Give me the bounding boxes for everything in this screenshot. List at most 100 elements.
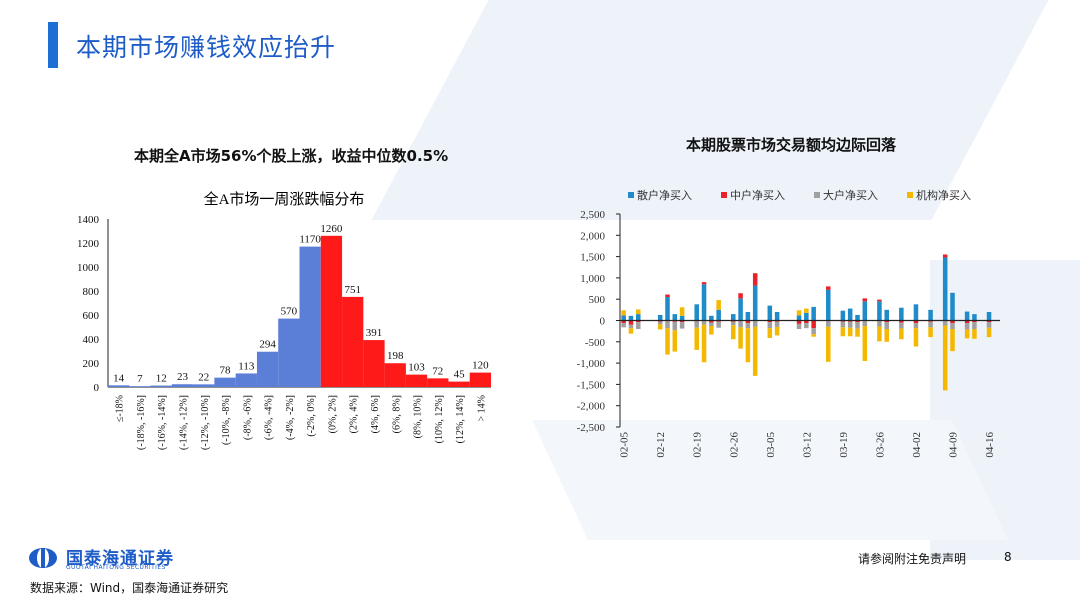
bar-segment [709, 326, 714, 335]
bar-segment [899, 307, 904, 321]
bar-segment [665, 328, 670, 355]
data-label: 113 [238, 360, 255, 372]
bar-segment [621, 315, 626, 321]
bar-segment [774, 326, 780, 336]
chart-title: 全A市场一周涨跌幅分布 [204, 190, 365, 208]
right-chart-heading: 本期股票市场交易额均边际回落 [686, 136, 897, 154]
bar-segment [928, 309, 933, 321]
bar-segment [913, 323, 919, 329]
bar-segment [679, 322, 685, 329]
bar-segment [767, 305, 773, 321]
bar-segment [628, 315, 634, 321]
legend-swatch [628, 192, 634, 198]
logo-text: 国泰海通证券 [66, 549, 174, 569]
data-label: 14 [113, 372, 125, 384]
bar-segment [950, 292, 955, 321]
bar-segment [840, 310, 846, 321]
bar-segment [884, 322, 889, 330]
x-tick-label: (10%, 12%] [434, 395, 445, 443]
x-tick-label: > 14% [476, 395, 487, 421]
y-tick-label: 500 [589, 294, 606, 306]
bar [342, 296, 364, 387]
x-tick-label: 03-26 [874, 432, 886, 458]
bar-segment [701, 324, 707, 363]
bar-segment [657, 324, 663, 330]
bar-segment [877, 326, 882, 342]
bar-segment [855, 314, 860, 321]
bar-segment [745, 320, 751, 324]
legend-swatch [907, 192, 913, 198]
bar-segment [862, 298, 868, 302]
bar-segment [942, 325, 948, 391]
legend-label: 中户净买入 [730, 188, 785, 202]
bar-segment [964, 320, 970, 324]
bar-segment [636, 309, 641, 315]
bar-segment [986, 311, 992, 321]
bar-segment [826, 289, 831, 321]
data-label: 751 [344, 284, 361, 296]
bar-segment [731, 320, 736, 322]
bar-segment [679, 320, 685, 323]
bar-segment [745, 328, 751, 363]
legend-label: 散户净买入 [637, 188, 692, 202]
bar-segment [840, 327, 846, 337]
bar-segment [884, 320, 889, 323]
bar-segment [665, 297, 670, 321]
page-title: 本期市场赚钱效应抬升 [76, 33, 337, 62]
bar-segment [731, 321, 736, 326]
x-tick-label: 02-19 [692, 432, 704, 458]
bar-segment [796, 323, 802, 330]
disclaimer-link[interactable]: 请参阅附注免责声明 [858, 552, 967, 566]
bar-segment [709, 320, 714, 323]
x-tick-label: 02-26 [728, 432, 740, 458]
bar-segment [716, 309, 721, 321]
data-source: 数据来源：Wind，国泰海通证券研究 [30, 581, 229, 595]
x-tick-label: 02-05 [619, 432, 631, 458]
bar-segment [716, 321, 721, 328]
y-tick-label: 600 [83, 310, 100, 322]
x-tick-label: (4%, 6%] [370, 395, 381, 433]
bar-segment [862, 301, 868, 321]
bar [405, 374, 428, 387]
x-tick-label: (2%, 4%] [349, 395, 360, 433]
data-label: 22 [198, 371, 209, 383]
bar-segment [628, 324, 634, 329]
bar-segment [986, 320, 992, 323]
bar-segment [716, 320, 721, 322]
bar-segment [672, 321, 678, 331]
bar [150, 385, 172, 387]
bar-segment [847, 308, 853, 321]
bar-segment [709, 315, 714, 321]
logo-icon [29, 548, 57, 568]
y-tick-label: 2,000 [580, 230, 605, 242]
bar-segment [964, 329, 970, 339]
bar-segment [811, 334, 816, 337]
bar-segment [804, 323, 809, 329]
data-label: 570 [281, 306, 298, 318]
x-tick-label: (-10%, -8%] [221, 395, 232, 445]
bar [108, 385, 130, 387]
bar-segment [767, 320, 773, 323]
bar-segment [738, 320, 743, 328]
bar-segment [840, 321, 846, 328]
bar-segment [621, 310, 626, 316]
y-tick-label: 2,500 [580, 209, 605, 221]
x-tick-label: (-18%, -16%] [136, 395, 147, 450]
x-tick-label: (8%, 10%] [413, 395, 424, 438]
bar-segment [694, 304, 699, 321]
data-label: 294 [259, 339, 276, 351]
bar-segment [811, 306, 816, 321]
bar-segment [628, 320, 634, 325]
bar-segment [621, 320, 626, 324]
bar-segment [950, 329, 955, 352]
x-tick-label: 03-12 [801, 432, 813, 458]
bar [363, 340, 385, 387]
bar-segment [804, 312, 809, 321]
bar-segment [774, 320, 780, 322]
bar-segment [877, 320, 882, 327]
x-tick-label: (-12%, -10%] [200, 395, 211, 450]
bar [214, 377, 236, 387]
y-tick-label: 1,500 [580, 252, 605, 264]
